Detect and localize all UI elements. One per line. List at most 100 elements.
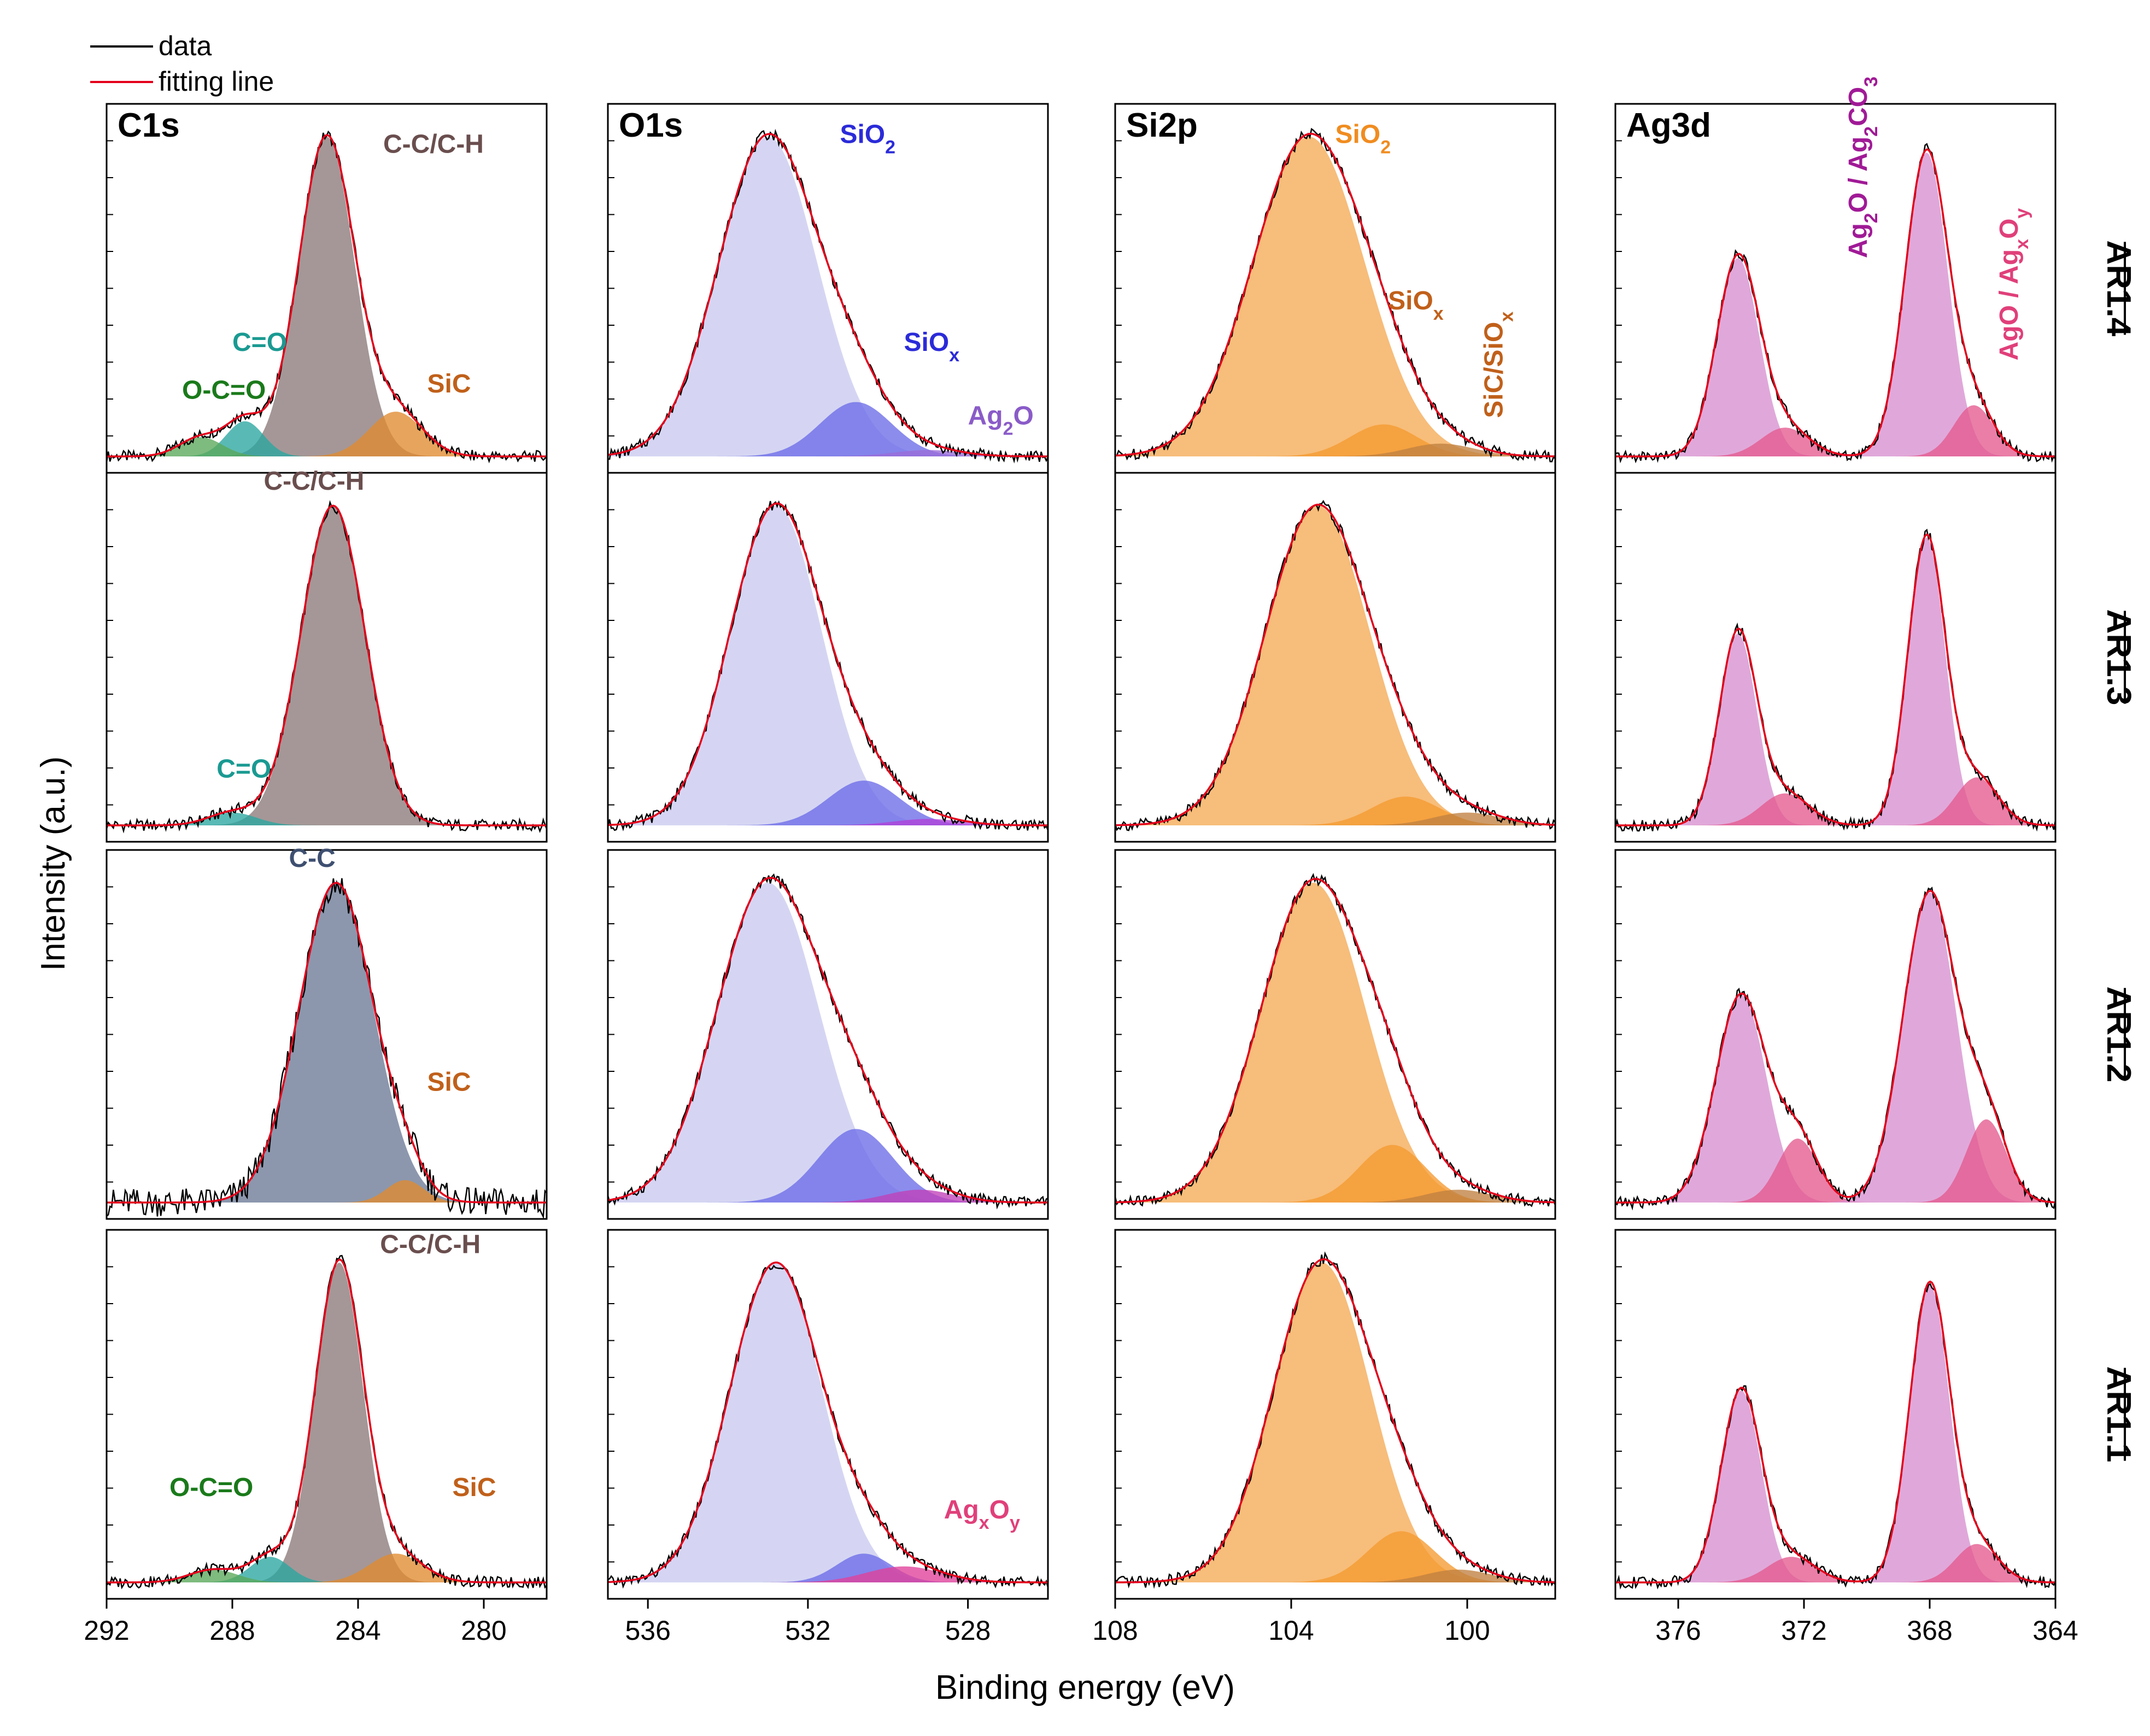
peak-sic-siox xyxy=(1115,812,1555,825)
data-line xyxy=(1114,873,1556,1207)
panel-ag3d-ar1.4: AR1.4 xyxy=(1614,103,2137,474)
x-tick-label: 532 xyxy=(785,1615,830,1646)
peak-sio2 xyxy=(1115,883,1555,1203)
data-line xyxy=(1115,127,1556,462)
fitting-line xyxy=(1615,889,2056,1204)
panel-c1s-ar1.4: C-C/C-H C=O O-C=O SiC xyxy=(106,103,548,474)
peak-label: C-C/C-H xyxy=(380,1230,481,1259)
sample-label: AR1.4 xyxy=(2100,241,2137,337)
peak-ag2o-ag2co3-3d3-2 xyxy=(1615,994,2055,1203)
peak-label: SiOx xyxy=(904,328,960,366)
peak-sic xyxy=(107,412,547,456)
x-axis-title: Binding energy (eV) xyxy=(935,1669,1235,1706)
peak-sic-siox xyxy=(1115,443,1555,456)
peak-c-c-c-h xyxy=(107,137,547,456)
panel-ag3d-ar1.1: AR1.1 xyxy=(1614,1229,2137,1600)
fitting-line xyxy=(107,1258,547,1583)
data-line xyxy=(1615,1282,2057,1590)
peak-o-c-o xyxy=(107,437,547,456)
peak-sio2 xyxy=(608,1263,1048,1582)
peak-label: SiC xyxy=(427,370,471,398)
fitting-line xyxy=(1615,1280,2055,1583)
legend-fit-label: fitting line xyxy=(159,66,274,97)
peak-sio2 xyxy=(1115,506,1555,825)
peak-ag2o xyxy=(608,819,1048,825)
peak-label: SiO2 xyxy=(840,120,895,158)
fitting-line xyxy=(1115,133,1555,458)
peak-c-o xyxy=(107,812,547,825)
peak-label: C-C/C-H xyxy=(383,130,484,159)
peak-siox xyxy=(608,781,1048,825)
peak-c-c-c-h xyxy=(107,506,547,825)
peak-sio2 xyxy=(608,883,1048,1203)
fitting-line xyxy=(1115,503,1556,826)
sample-label: AR1.3 xyxy=(2100,609,2137,706)
peak-sio2 xyxy=(1115,137,1555,456)
peak-ago-agxoy-3d5-2 xyxy=(1615,1119,2055,1203)
region-title-si2p: Si2p xyxy=(1126,107,1198,144)
x-tick-label: 368 xyxy=(1907,1615,1952,1646)
peak-label: SiOx xyxy=(1388,286,1444,324)
peak-siox xyxy=(1115,1145,1555,1203)
peak-siox xyxy=(608,1129,1048,1203)
x-tick-label: 536 xyxy=(625,1615,670,1646)
peak-agxoy xyxy=(608,1189,1048,1203)
data-line xyxy=(106,500,548,834)
peak-ag2o xyxy=(608,450,1048,456)
x-tick-label: 104 xyxy=(1268,1615,1314,1646)
region-title-c1s: C1s xyxy=(118,107,180,144)
x-tick-label: 280 xyxy=(461,1615,506,1646)
ag3d-vertical-label: AgO / AgxOy xyxy=(1995,208,2032,361)
fitting-line xyxy=(607,877,1048,1204)
peak-label: C=O xyxy=(232,328,287,357)
ag3d-vertical-label: Ag2O / Ag2CO3 xyxy=(1844,77,1882,258)
legend: data fitting line xyxy=(90,31,274,97)
x-tick-label: 100 xyxy=(1444,1615,1490,1646)
fitting-line xyxy=(607,502,1048,826)
fitting-line xyxy=(107,505,547,826)
panel-si2p-ar1.3 xyxy=(1114,472,1556,843)
x-tick-label: 292 xyxy=(84,1615,129,1646)
region-title-ag3d: Ag3d xyxy=(1626,107,1711,144)
panel-c1s-ar1.1: C-C/C-H O-C=O SiC xyxy=(106,1229,548,1600)
peak-label: AgxOy xyxy=(944,1495,1020,1533)
x-tick-label: 376 xyxy=(1655,1615,1701,1646)
peak-label-vertical: SiC/SiOx xyxy=(1479,312,1517,418)
panel-frame xyxy=(1614,1229,2057,1600)
peak-ag2o-ag2co3-3d5-2 xyxy=(1615,537,2055,825)
peak-ago-agxoy-3d5-2 xyxy=(1615,777,2055,825)
peak-ag2o-ag2co3-3d5-2 xyxy=(1615,153,2055,456)
peak-ag2o-ag2co3-3d5-2 xyxy=(1615,892,2055,1203)
peak-siox xyxy=(608,402,1048,456)
panel-ag3d-ar1.2: AR1.2 xyxy=(1614,849,2137,1220)
peak-label: O-C=O xyxy=(182,376,266,405)
x-tick-label: 288 xyxy=(209,1615,255,1646)
panel-si2p-ar1.1 xyxy=(1114,1229,1556,1600)
x-tick-label: 108 xyxy=(1092,1615,1138,1646)
peak-sio2 xyxy=(608,137,1048,457)
fitting-line xyxy=(107,882,547,1204)
fitting-line xyxy=(1115,878,1555,1204)
peak-label: C-C xyxy=(289,844,336,873)
fitting-line xyxy=(607,1261,1048,1583)
peak-ago-agxoy-3d5-2 xyxy=(1615,1544,2055,1582)
panel-o1s-ar1.3 xyxy=(607,472,1049,843)
panel-o1s-ar1.1: AgxOy xyxy=(607,1229,1049,1600)
x-tick-label: 372 xyxy=(1781,1615,1826,1646)
peak-label: O-C=O xyxy=(169,1473,253,1502)
panel-ag3d-ar1.3: AR1.3 xyxy=(1614,472,2137,843)
peak-label: Ag2O xyxy=(968,402,1034,439)
panel-c1s-ar1.2: C-C SiC xyxy=(106,844,548,1220)
peak-label: C-C/C-H xyxy=(264,467,365,496)
x-tick-label: 284 xyxy=(335,1615,380,1646)
sample-label: AR1.1 xyxy=(2100,1366,2137,1463)
x-tick-label: 364 xyxy=(2032,1615,2078,1646)
peak-ago-agxoy-3d5-2 xyxy=(1615,405,2055,456)
peak-sic-siox xyxy=(1115,1569,1555,1582)
peak-label: SiC xyxy=(453,1473,496,1502)
peak-c-c-c-h xyxy=(107,1263,547,1582)
fitting-line xyxy=(1615,148,2055,458)
peak-label: SiC xyxy=(427,1068,471,1096)
